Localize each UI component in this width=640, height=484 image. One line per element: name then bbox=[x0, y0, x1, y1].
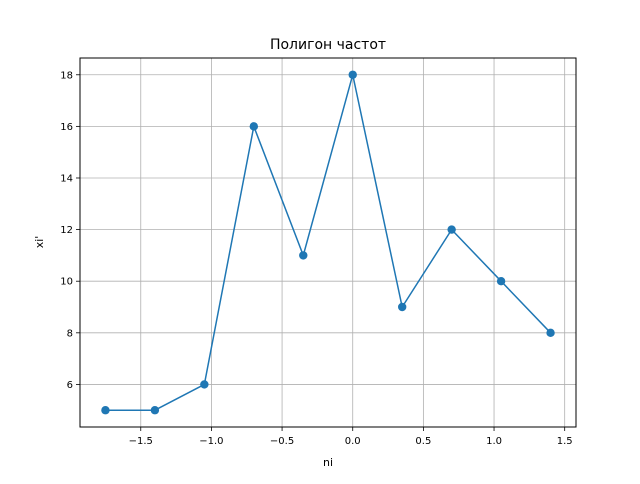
x-tick-label: −1.5 bbox=[129, 436, 153, 447]
x-tick-label: 0.5 bbox=[415, 436, 431, 447]
y-tick-label: 10 bbox=[60, 277, 73, 288]
plot-frame bbox=[79, 57, 577, 428]
data-point bbox=[348, 70, 357, 79]
data-point bbox=[447, 225, 456, 234]
data-point bbox=[546, 328, 555, 338]
chart-title: Полигон частот bbox=[270, 37, 386, 53]
x-tick-label: −1.0 bbox=[199, 436, 223, 447]
y-tick-label: 12 bbox=[60, 225, 73, 236]
x-axis-label: ni bbox=[323, 456, 333, 469]
data-point bbox=[496, 277, 506, 286]
x-tick-label: 1.5 bbox=[557, 436, 573, 447]
x-tick-label: −0.5 bbox=[270, 436, 294, 447]
data-point bbox=[200, 380, 209, 389]
y-axis-label: xi' bbox=[33, 236, 46, 249]
data-point bbox=[150, 406, 160, 415]
series-line bbox=[105, 74, 552, 411]
y-tick-label: 8 bbox=[67, 328, 73, 339]
data-point bbox=[101, 406, 110, 415]
data-point bbox=[249, 122, 259, 131]
data-point bbox=[299, 251, 308, 260]
ticks: −1.5 −1.0 −0.5 0.0 0.5 1.0 1.5 6 8 10 12 14 16 18 bbox=[60, 70, 572, 447]
x-tick-label: 1.0 bbox=[486, 436, 502, 447]
x-tick-label: 0.0 bbox=[345, 436, 361, 447]
y-tick-label: 6 bbox=[67, 380, 73, 391]
y-tick-label: 16 bbox=[60, 122, 73, 133]
series bbox=[101, 70, 555, 415]
y-tick-label: 18 bbox=[60, 70, 73, 81]
data-point bbox=[397, 302, 407, 312]
grid bbox=[80, 58, 576, 427]
y-tick-label: 14 bbox=[60, 173, 73, 184]
